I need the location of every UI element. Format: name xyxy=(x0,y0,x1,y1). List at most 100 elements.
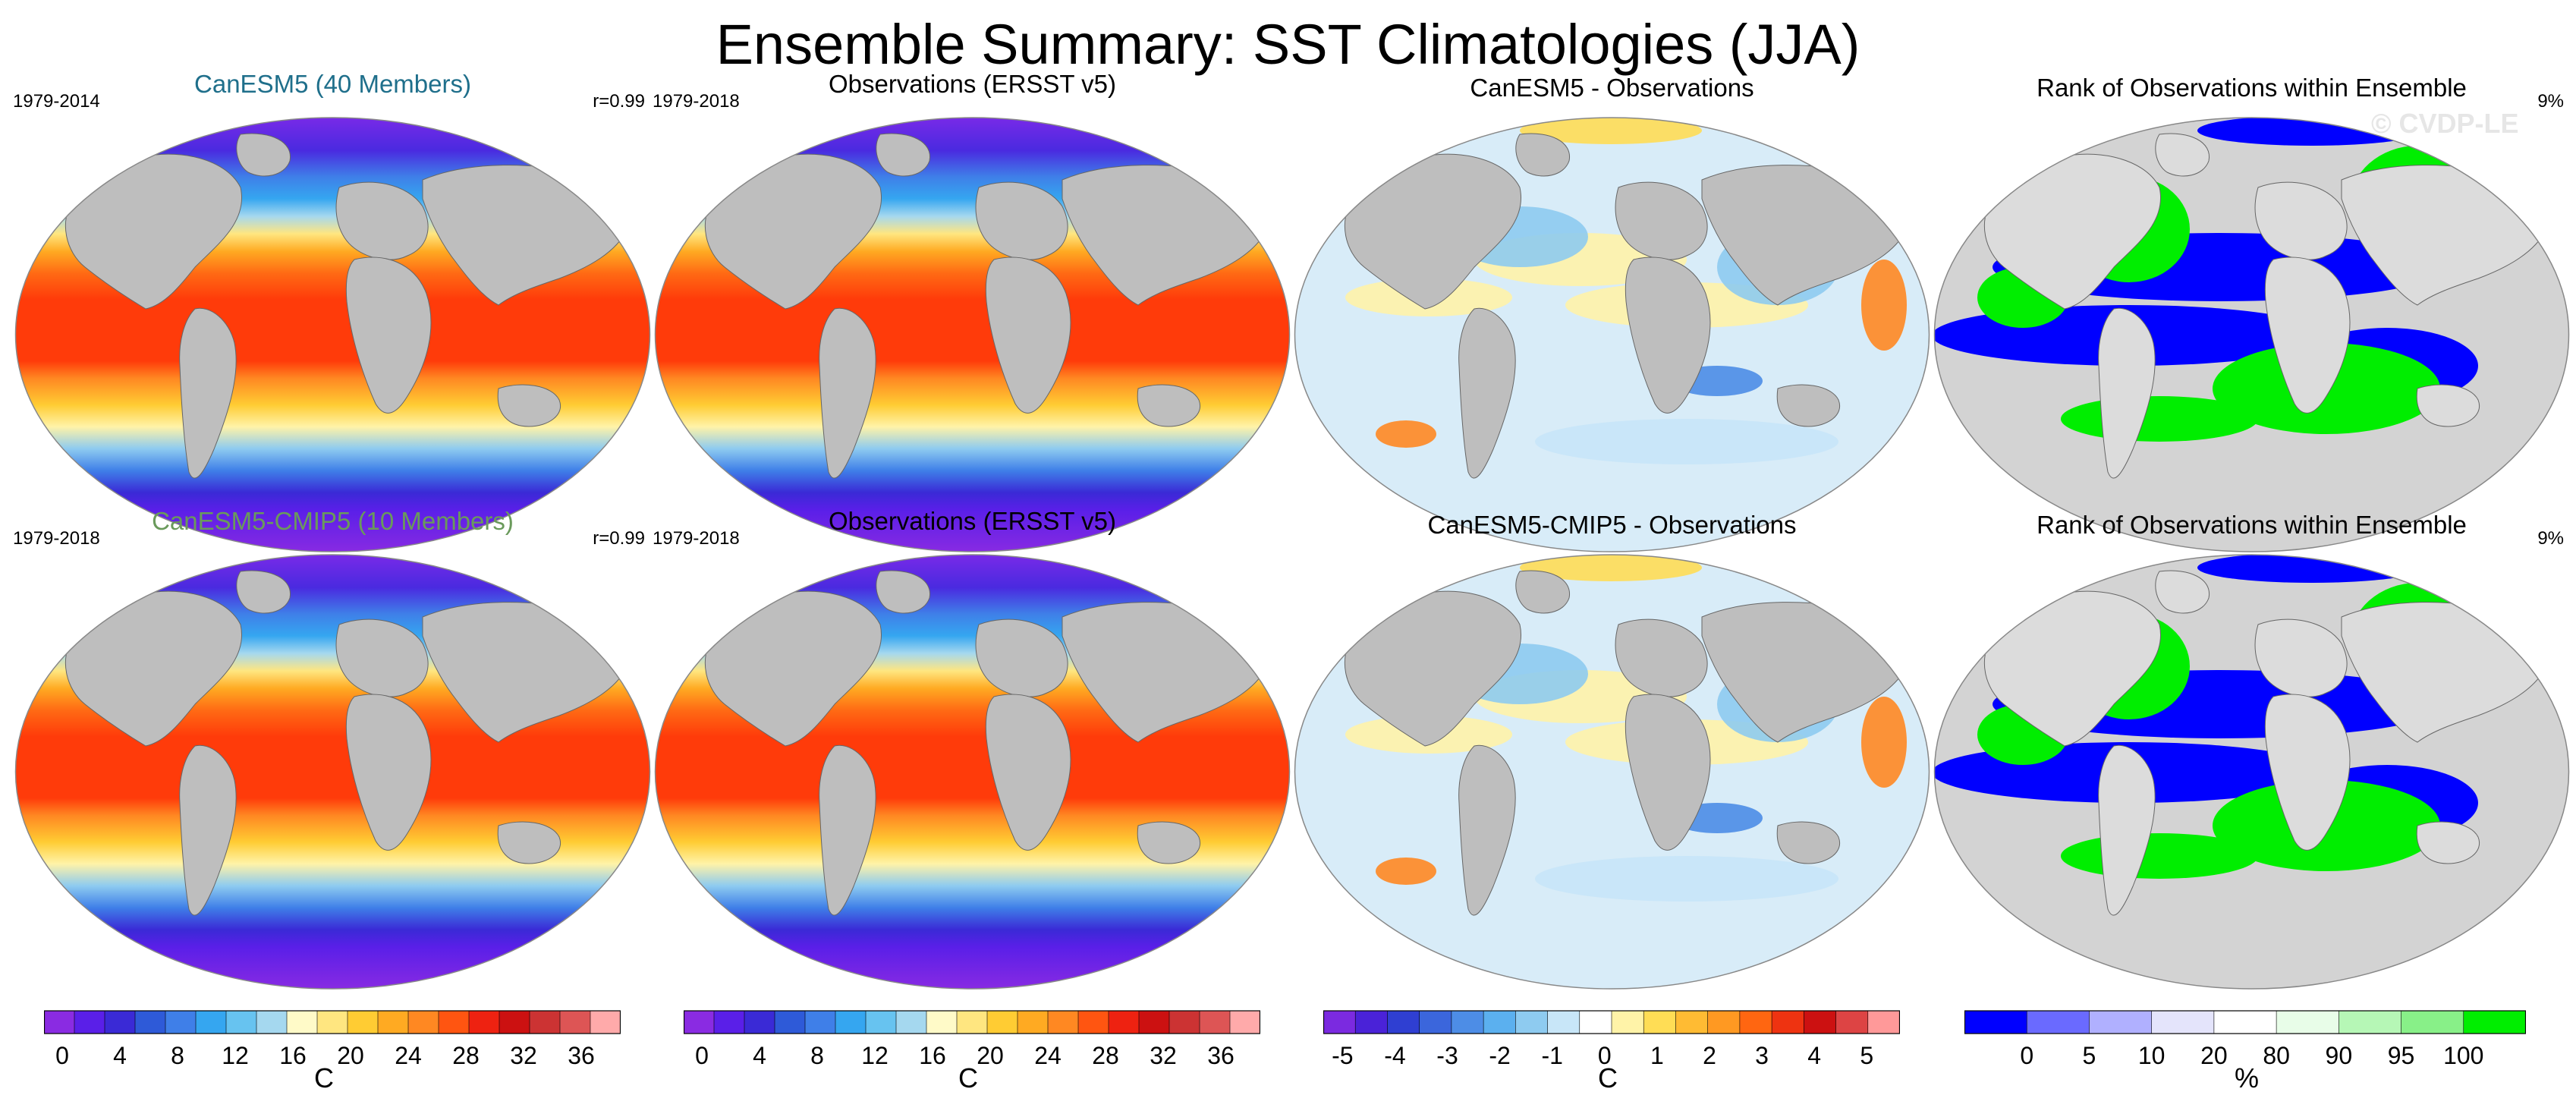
colorbar-swatch xyxy=(1483,1010,1517,1034)
colorbar-tick-label: 8 xyxy=(810,1042,824,1069)
colorbar-swatch xyxy=(256,1010,288,1034)
colorbar-swatch xyxy=(1771,1010,1805,1034)
panel-rank-canesm5: Rank of Observations within Ensemble 9% xyxy=(1932,74,2571,554)
colorbar-swatch xyxy=(316,1010,348,1034)
watermark: © CVDP-LE xyxy=(2371,108,2519,139)
main-title: Ensemble Summary: SST Climatologies (JJA… xyxy=(716,13,1860,76)
colorbar-swatch xyxy=(1229,1010,1260,1034)
colorbar-swatch xyxy=(1323,1010,1357,1034)
colorbar-swatch xyxy=(195,1010,227,1034)
landmass-6 xyxy=(236,133,291,177)
map-rank-canesm5-cmip5 xyxy=(1933,554,2570,990)
panel-title: CanESM5 (40 Members) xyxy=(194,70,471,98)
landmass-5 xyxy=(1776,821,1841,864)
map-outline xyxy=(1933,117,2570,552)
colorbar-swatch xyxy=(286,1010,318,1034)
colorbar-tick-label: 8 xyxy=(171,1042,184,1069)
landmass-1 xyxy=(1458,307,1516,479)
map-rank-canesm5 xyxy=(1933,117,2570,552)
colorbar-tick-label: 5 xyxy=(2083,1042,2096,1069)
colorbar-swatch xyxy=(44,1010,75,1034)
colorbar-tick-label: 20 xyxy=(337,1042,364,1069)
colorbar-swatch xyxy=(1199,1010,1231,1034)
colorbar-unit: C xyxy=(1598,1062,1618,1094)
landmass-1 xyxy=(2098,307,2156,479)
landmass-2 xyxy=(335,181,429,260)
colorbar-tick-label: 16 xyxy=(919,1042,946,1069)
colorbar-swatch xyxy=(1643,1010,1677,1034)
map-outline xyxy=(14,117,651,552)
colorbar-swatch xyxy=(1611,1010,1645,1034)
colorbar-swatch xyxy=(2089,1010,2153,1034)
panel-title: Rank of Observations within Ensemble xyxy=(2037,511,2467,539)
colorbar-swatch xyxy=(1451,1010,1484,1034)
map-outline xyxy=(654,117,1291,552)
colorbar-swatch xyxy=(225,1010,257,1034)
landmass-2 xyxy=(1615,618,1708,697)
landmass-3 xyxy=(345,256,432,414)
colorbar-swatch xyxy=(1168,1010,1200,1034)
colorbar-tick-label: 0 xyxy=(695,1042,709,1069)
colorbar-svg: -5 -4 -3 -2 -1 0 1 2 3 4 5 xyxy=(1323,1010,1900,1069)
landmass-6 xyxy=(876,133,930,177)
colorbar-tick-label: 1 xyxy=(1650,1042,1664,1069)
panel-title: CanESM5-CMIP5 - Observations xyxy=(1427,511,1797,539)
colorbar-tick-label: 10 xyxy=(2138,1042,2166,1069)
landmass-5 xyxy=(1776,384,1841,427)
map-observations-climatology-2 xyxy=(654,554,1291,990)
period-label: 1979-2018 xyxy=(653,91,740,112)
colorbar-swatch xyxy=(2276,1010,2340,1034)
rank-percent: 9% xyxy=(2537,528,2564,549)
pattern-correlation: r=0.99 xyxy=(593,528,645,549)
colorbar-swatch xyxy=(1354,1010,1389,1034)
landmass-1 xyxy=(2098,744,2156,916)
colorbar-swatch xyxy=(1419,1010,1452,1034)
period-label: 1979-2018 xyxy=(13,528,100,549)
colorbar-tick-label: 36 xyxy=(1207,1042,1235,1069)
landmass-2 xyxy=(2254,618,2348,697)
colorbar-swatch xyxy=(2339,1010,2402,1034)
colorbar-swatch xyxy=(2026,1010,2090,1034)
landmass-2 xyxy=(2254,181,2348,260)
map-canesm5-climatology xyxy=(14,117,651,552)
panel-canesm5-climatology: CanESM5 (40 Members) 1979-2014 r=0.99 xyxy=(13,70,653,554)
colorbar-climatology-2: 0 4 8 12 16 20 24 28 32 36 xyxy=(684,1009,1260,1070)
colorbar-tick-label: -2 xyxy=(1489,1042,1510,1069)
colorbar-swatch xyxy=(165,1010,197,1034)
colorbar-swatch xyxy=(2213,1010,2277,1034)
colorbar-swatch xyxy=(835,1010,867,1034)
map-canesm5-cmip5-minus-obs xyxy=(1294,554,1930,990)
colorbar-swatch xyxy=(74,1010,105,1034)
colorbar-tick-label: 0 xyxy=(1598,1042,1612,1069)
map-outline xyxy=(14,554,651,990)
colorbar-swatch xyxy=(895,1010,927,1034)
colorbar-tick-label: 32 xyxy=(1150,1042,1177,1069)
landmass-2 xyxy=(975,181,1068,260)
landmass-6 xyxy=(876,570,930,614)
colorbar-climatology-1: 0 4 8 12 16 20 24 28 32 36 xyxy=(44,1009,621,1070)
panel-observations-climatology-2: Observations (ERSST v5) 1979-2018 xyxy=(653,507,1292,991)
map-canesm5-cmip5-climatology xyxy=(14,554,651,990)
colorbar-difference: -5 -4 -3 -2 -1 0 1 2 3 4 5 xyxy=(1323,1009,1900,1070)
panel-title: CanESM5-CMIP5 (10 Members) xyxy=(152,507,514,535)
colorbar-tick-label: 4 xyxy=(753,1042,766,1069)
landmass-3 xyxy=(2264,256,2351,414)
colorbar-tick-label: 16 xyxy=(279,1042,307,1069)
colorbar-swatch xyxy=(1804,1010,1837,1034)
period-label: 1979-2014 xyxy=(13,91,100,112)
rank-percent: 9% xyxy=(2537,91,2564,112)
colorbar-tick-label: 3 xyxy=(1755,1042,1769,1069)
map-observations-climatology xyxy=(654,117,1291,552)
colorbar-swatch xyxy=(1867,1010,1900,1034)
landmass-6 xyxy=(1515,570,1570,614)
colorbar-tick-label: 100 xyxy=(2443,1042,2483,1069)
colorbar-swatch xyxy=(2463,1010,2526,1034)
colorbar-swatch xyxy=(407,1010,439,1034)
colorbar-swatch xyxy=(1515,1010,1549,1034)
colorbar-swatch xyxy=(956,1010,988,1034)
landmass-3 xyxy=(345,694,432,851)
colorbar-tick-label: 24 xyxy=(395,1042,422,1069)
colorbar-unit: C xyxy=(314,1062,334,1094)
colorbar-svg: 0 4 8 12 16 20 24 28 32 36 xyxy=(44,1010,621,1069)
landmass-3 xyxy=(2264,694,2351,851)
